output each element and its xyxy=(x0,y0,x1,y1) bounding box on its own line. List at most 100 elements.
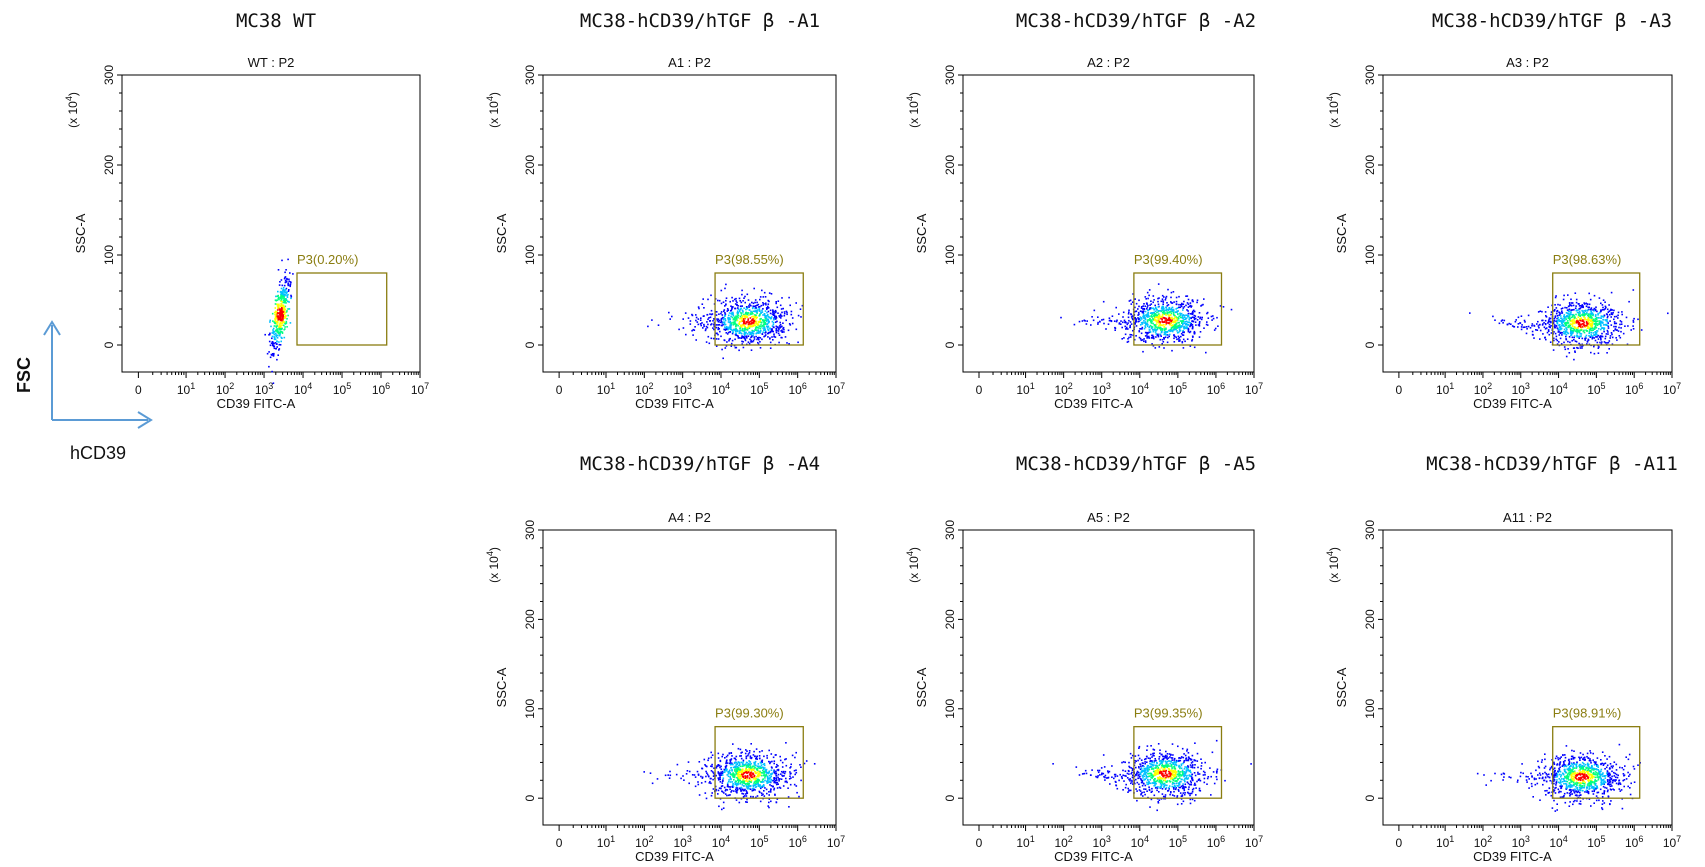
event-dot xyxy=(739,771,742,773)
event-dot xyxy=(1123,319,1126,322)
event-dot xyxy=(749,773,751,776)
event-dot xyxy=(763,325,765,328)
event-dot xyxy=(753,775,756,777)
event-dot xyxy=(1501,319,1504,321)
event-dot xyxy=(1607,315,1609,318)
event-dot xyxy=(1081,773,1084,775)
event-dot xyxy=(1171,329,1174,332)
event-dot xyxy=(776,769,779,771)
event-dot xyxy=(718,299,721,302)
event-dot xyxy=(1161,765,1163,767)
event-dot xyxy=(1165,328,1167,331)
event-dot xyxy=(1203,327,1205,329)
event-dot xyxy=(723,323,726,326)
event-dot xyxy=(1585,313,1587,315)
event-dot xyxy=(1147,311,1149,314)
event-dot xyxy=(1139,324,1142,326)
event-dot xyxy=(770,769,773,771)
event-dot xyxy=(280,331,282,333)
event-dot xyxy=(289,285,291,288)
event-dot xyxy=(1098,769,1101,772)
event-dot xyxy=(1572,331,1574,333)
event-dot xyxy=(760,767,762,769)
event-dot xyxy=(1523,326,1526,328)
event-dot xyxy=(1173,318,1176,320)
event-dot xyxy=(1184,780,1186,783)
event-dot xyxy=(274,317,276,320)
event-dot xyxy=(697,781,699,783)
event-dot xyxy=(767,322,770,324)
event-dot xyxy=(1180,756,1183,758)
x-axis-label: CD39 FITC-A xyxy=(635,849,714,864)
event-dot xyxy=(1092,319,1095,322)
event-dot xyxy=(773,314,776,317)
event-dot xyxy=(1561,322,1563,325)
event-dot xyxy=(768,806,770,809)
event-dot xyxy=(1164,772,1167,775)
event-dot xyxy=(755,335,757,338)
event-dot xyxy=(1178,306,1180,309)
event-dot xyxy=(1157,310,1160,313)
event-dot xyxy=(1190,771,1192,774)
event-dot xyxy=(1131,301,1134,303)
event-dot xyxy=(730,325,732,328)
event-dot xyxy=(767,326,769,329)
event-dot xyxy=(1600,323,1602,326)
event-dot xyxy=(1589,324,1592,327)
event-dot xyxy=(749,338,751,341)
event-dot xyxy=(1128,773,1130,775)
event-dot xyxy=(1568,326,1570,329)
event-dot xyxy=(749,317,752,319)
event-dot xyxy=(725,755,728,758)
event-dot xyxy=(728,786,730,788)
x-tick-label: 107 xyxy=(1663,381,1681,397)
x-tick-label: 0 xyxy=(976,836,983,850)
event-dot xyxy=(1169,314,1172,316)
event-dot xyxy=(1558,311,1560,314)
event-dot xyxy=(1216,316,1218,319)
event-dot xyxy=(1173,759,1175,761)
event-dot xyxy=(1571,302,1574,304)
event-dot xyxy=(1566,331,1569,334)
event-dot xyxy=(747,335,750,337)
event-dot xyxy=(1156,308,1158,311)
event-dot xyxy=(715,326,717,329)
event-dot xyxy=(730,791,732,793)
event-dot xyxy=(273,347,276,350)
event-dot xyxy=(770,788,772,790)
event-dot xyxy=(1588,322,1590,324)
event-dot xyxy=(1559,320,1562,322)
event-dot xyxy=(1579,314,1581,316)
event-dot xyxy=(762,793,764,796)
x-tick-label: 104 xyxy=(1131,834,1149,850)
event-dot xyxy=(1567,294,1569,296)
event-dot xyxy=(782,327,784,330)
event-dot xyxy=(1184,321,1187,323)
event-dot xyxy=(1572,315,1574,318)
event-dot xyxy=(1199,790,1202,792)
event-dot xyxy=(1174,326,1176,329)
event-dot xyxy=(1147,297,1149,300)
event-dot xyxy=(741,315,744,317)
event-dot xyxy=(749,772,751,775)
panel-subtitle: A2 : P2 xyxy=(1087,55,1130,70)
event-dot xyxy=(721,808,723,811)
event-dot xyxy=(782,770,785,773)
event-dot xyxy=(1141,323,1144,325)
event-dot xyxy=(1573,338,1575,341)
event-dot xyxy=(278,341,280,343)
event-dot xyxy=(1620,327,1622,329)
event-dot xyxy=(1597,347,1600,349)
event-dot xyxy=(1153,299,1155,301)
event-dot xyxy=(723,310,725,313)
event-dot xyxy=(770,800,772,803)
event-dot xyxy=(1181,341,1184,343)
event-dot xyxy=(1151,313,1153,316)
event-dot xyxy=(277,305,280,308)
event-dot xyxy=(775,774,777,777)
event-dot xyxy=(1625,316,1628,319)
event-dot xyxy=(1127,340,1130,343)
event-dot xyxy=(1555,312,1558,315)
event-dot xyxy=(734,770,736,773)
event-dot xyxy=(1562,324,1564,326)
